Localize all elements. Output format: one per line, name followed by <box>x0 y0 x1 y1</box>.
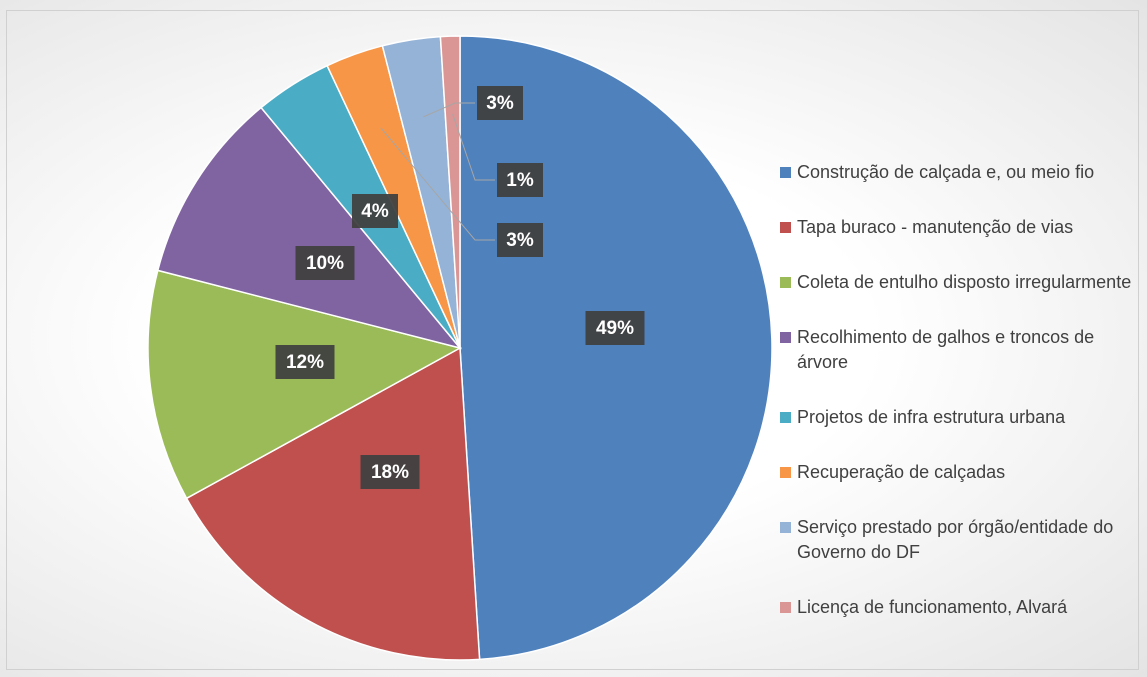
chart-border <box>6 10 1139 670</box>
legend-label: Tapa buraco - manutenção de vias <box>797 217 1074 237</box>
legend-swatch <box>780 167 791 178</box>
data-label: 1% <box>506 170 534 191</box>
data-label: 3% <box>486 93 514 114</box>
legend-swatch <box>780 467 791 478</box>
leader-line <box>452 113 495 181</box>
legend-label: Licença de funcionamento, Alvará <box>797 597 1068 617</box>
data-label: 18% <box>371 462 409 483</box>
data-label: 49% <box>596 318 634 339</box>
data-label-box <box>275 345 335 379</box>
legend-item: Recuperação de calçadas <box>780 460 1140 485</box>
legend-swatch <box>780 277 791 288</box>
leader-line <box>423 102 475 118</box>
legend-item: Projetos de infra estrutura urbana <box>780 405 1140 430</box>
data-label: 4% <box>361 201 389 222</box>
data-label: 12% <box>286 352 324 373</box>
pie-slice <box>156 106 463 350</box>
legend-item: Coleta de entulho disposto irregularment… <box>780 270 1140 295</box>
data-label-box <box>360 455 420 489</box>
pie-slice <box>459 35 773 661</box>
pie-slice <box>439 35 461 349</box>
data-label-box <box>497 223 543 257</box>
legend: Construção de calçada e, ou meio fio Tapa… <box>780 160 1140 620</box>
legend-label: Serviço prestado por órgão/entidade do G… <box>797 517 1114 562</box>
legend-item: Tapa buraco - manutenção de vias <box>780 215 1140 240</box>
legend-item: Licença de funcionamento, Alvará <box>780 595 1140 620</box>
legend-label: Projetos de infra estrutura urbana <box>797 407 1066 427</box>
leader-line <box>380 127 495 241</box>
legend-item: Recolhimento de galhos e troncos de árvo… <box>780 325 1140 375</box>
legend-swatch <box>780 222 791 233</box>
data-label-box <box>585 311 645 345</box>
data-label: 3% <box>506 230 534 251</box>
legend-item: Construção de calçada e, ou meio fio <box>780 160 1140 185</box>
data-label-box <box>497 163 543 197</box>
pie-slice <box>147 269 463 500</box>
data-label-box <box>477 86 523 120</box>
legend-label: Construção de calçada e, ou meio fio <box>797 162 1095 182</box>
legend-label: Recuperação de calçadas <box>797 462 1006 482</box>
data-label: 10% <box>306 253 344 274</box>
data-label-box <box>295 246 355 280</box>
pie-slice <box>185 346 481 661</box>
legend-item: Serviço prestado por órgão/entidade do G… <box>780 515 1140 565</box>
legend-label: Coleta de entulho disposto irregularment… <box>797 272 1132 292</box>
data-label-box <box>352 194 398 228</box>
legend-swatch <box>780 332 791 343</box>
legend-label: Recolhimento de galhos e troncos de árvo… <box>797 327 1095 372</box>
legend-swatch <box>780 522 791 533</box>
legend-swatch <box>780 412 791 423</box>
legend-swatch <box>780 602 791 613</box>
